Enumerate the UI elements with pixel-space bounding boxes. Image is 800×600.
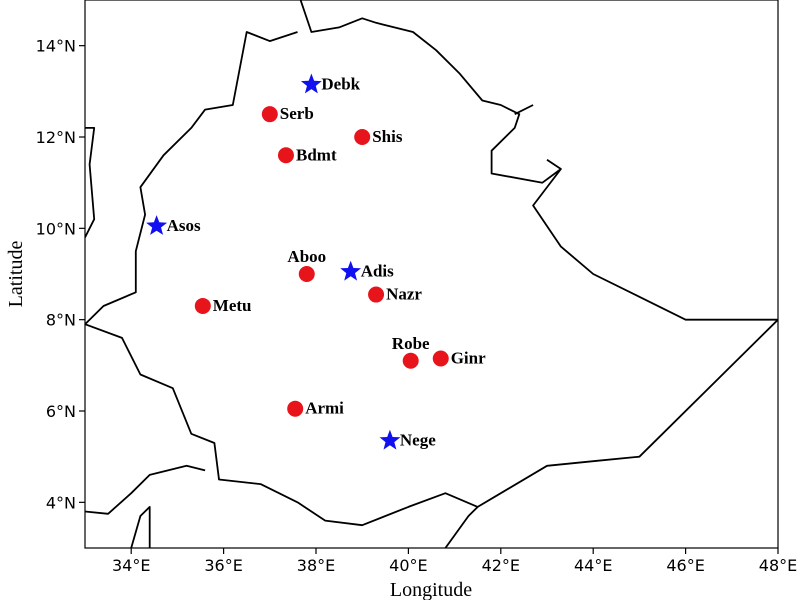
border-line (444, 506, 479, 548)
station-label: Adis (361, 262, 394, 281)
x-tick-label: 38°E (297, 556, 335, 575)
y-tick-label: 12°N (36, 128, 76, 147)
station-label: Robe (392, 334, 430, 353)
station-label: Armi (305, 399, 344, 418)
station-label: Ginr (451, 349, 486, 368)
station-label: Debk (321, 75, 360, 94)
x-tick-label: 36°E (204, 556, 242, 575)
station-label: Bdmt (296, 145, 337, 164)
station-serb: Serb (261, 104, 314, 123)
border-line (85, 0, 778, 527)
star-marker-icon (340, 260, 362, 281)
circle-marker-icon (287, 400, 304, 417)
station-label: Aboo (287, 247, 326, 266)
station-ginr: Ginr (432, 349, 486, 368)
circle-marker-icon (402, 352, 419, 369)
circle-marker-icon (298, 266, 315, 282)
station-label: Nege (400, 431, 436, 450)
station-nege: Nege (379, 429, 436, 450)
x-tick-label: 46°E (666, 556, 704, 575)
y-tick-label: 14°N (36, 37, 76, 56)
y-tick-label: 8°N (46, 311, 76, 330)
circle-marker-icon (277, 147, 294, 164)
plot-frame (84, 0, 779, 549)
station-metu: Metu (194, 296, 252, 315)
axis-ticks: 34°E 36°E 38°E 40°E 42°E 44°E 46°E 48°E 4°N 6°N 8°… (36, 37, 798, 575)
station-shis: Shis (354, 127, 403, 146)
station-label: Metu (213, 296, 252, 315)
border-line (85, 464, 206, 515)
y-tick-label: 4°N (46, 493, 76, 512)
circle-marker-icon (194, 297, 211, 314)
station-aboo: Aboo (287, 247, 326, 282)
border-line (130, 506, 151, 548)
country-borders (85, 0, 778, 548)
star-marker-icon (379, 429, 401, 450)
station-label: Shis (372, 127, 403, 146)
station-debk: Debk (300, 73, 361, 94)
circle-marker-icon (354, 129, 371, 145)
station-bdmt: Bdmt (277, 145, 337, 164)
border-line (546, 159, 562, 170)
station-nazr: Nazr (368, 285, 422, 304)
y-tick-label: 6°N (46, 402, 76, 421)
circle-marker-icon (432, 350, 449, 367)
station-label: Serb (280, 104, 314, 123)
border-line (85, 127, 96, 238)
x-tick-label: 34°E (112, 556, 150, 575)
station-label: Nazr (386, 285, 422, 304)
y-tick-label: 10°N (36, 219, 76, 238)
station-label: Asos (167, 216, 201, 235)
circle-marker-icon (261, 106, 278, 123)
station-markers: Debk Serb Shis Bdmt Asos Aboo Adis Nazr Metu Robe… (146, 73, 486, 450)
border-line (514, 104, 534, 116)
x-tick-label: 48°E (759, 556, 797, 575)
x-tick-label: 40°E (389, 556, 427, 575)
x-axis-label: Longitude (390, 579, 472, 600)
station-armi: Armi (287, 399, 344, 418)
circle-marker-icon (368, 286, 385, 303)
x-tick-label: 42°E (482, 556, 520, 575)
star-marker-icon (300, 73, 322, 94)
x-tick-label: 44°E (574, 556, 612, 575)
station-robe: Robe (392, 334, 430, 369)
station-asos: Asos (146, 215, 201, 235)
star-marker-icon (146, 215, 168, 235)
y-axis-label: Latitude (5, 241, 27, 308)
station-adis: Adis (340, 260, 394, 281)
